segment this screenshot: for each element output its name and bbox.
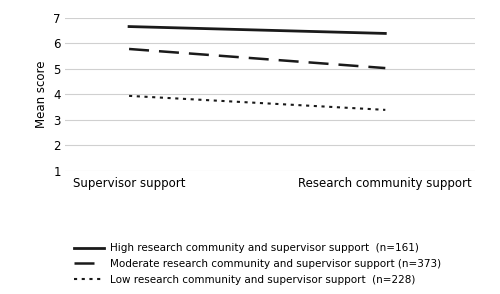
Legend: High research community and supervisor support  (n=161), Moderate research commu: High research community and supervisor s… <box>70 239 445 289</box>
Y-axis label: Mean score: Mean score <box>35 60 48 128</box>
